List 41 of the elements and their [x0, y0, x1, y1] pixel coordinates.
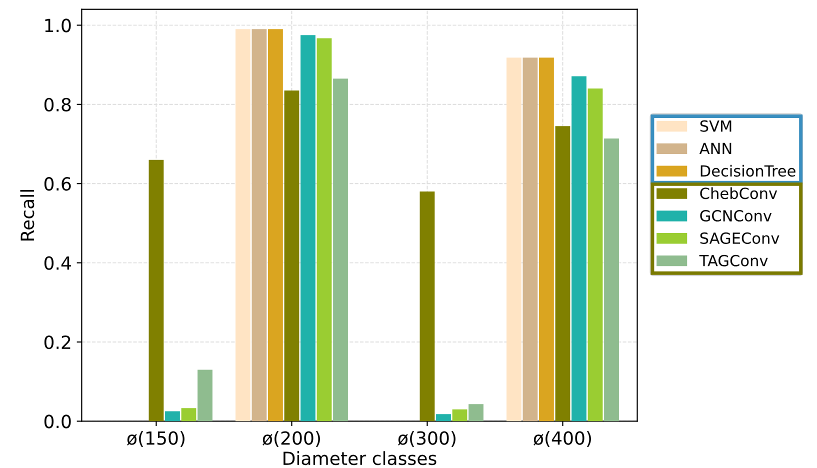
- bar: [420, 192, 435, 422]
- legend-label: DecisionTree: [700, 164, 796, 177]
- x-tick-label: ø(400): [534, 430, 591, 448]
- legend-label: GCNConv: [700, 210, 772, 222]
- bar: [539, 58, 554, 422]
- x-axis-title: Diameter classes: [284, 451, 436, 466]
- legend-label: SAGEConv: [700, 232, 780, 244]
- x-tick-label: ø(300): [398, 430, 456, 448]
- bar: [572, 76, 586, 422]
- bar: [300, 35, 316, 422]
- bar: [452, 409, 468, 422]
- bar: [198, 370, 212, 422]
- bar: [333, 78, 348, 422]
- legend-label: ANN: [699, 142, 732, 154]
- y-tick-label: 0.2: [44, 335, 70, 350]
- legend-label: ChebConv: [700, 187, 778, 200]
- bar: [436, 414, 451, 422]
- bar: [588, 88, 603, 422]
- bar: [604, 138, 619, 422]
- y-tick-label: 1.0: [45, 18, 71, 32]
- bar: [181, 408, 196, 422]
- bar: [468, 404, 484, 422]
- bar: [316, 38, 332, 422]
- bar: [522, 58, 538, 422]
- y-tick-label: 0.0: [44, 414, 71, 428]
- legend-label: TAGConv: [699, 254, 768, 266]
- y-tick-label: 0.6: [44, 177, 71, 191]
- bar: [284, 90, 300, 422]
- x-tick-label: ø(150): [127, 430, 184, 448]
- bar: [252, 29, 267, 422]
- bar: [165, 411, 180, 422]
- bar: [268, 29, 283, 422]
- y-tick-label: 0.8: [44, 98, 71, 112]
- legend-label: SVM: [700, 120, 732, 132]
- bar: [235, 29, 250, 422]
- y-tick-label: 0.4: [44, 256, 71, 270]
- x-tick-label: ø(200): [262, 430, 320, 448]
- y-axis-title: Recall: [20, 190, 34, 240]
- bar: [506, 58, 522, 422]
- bar: [555, 126, 570, 422]
- bar: [148, 160, 164, 422]
